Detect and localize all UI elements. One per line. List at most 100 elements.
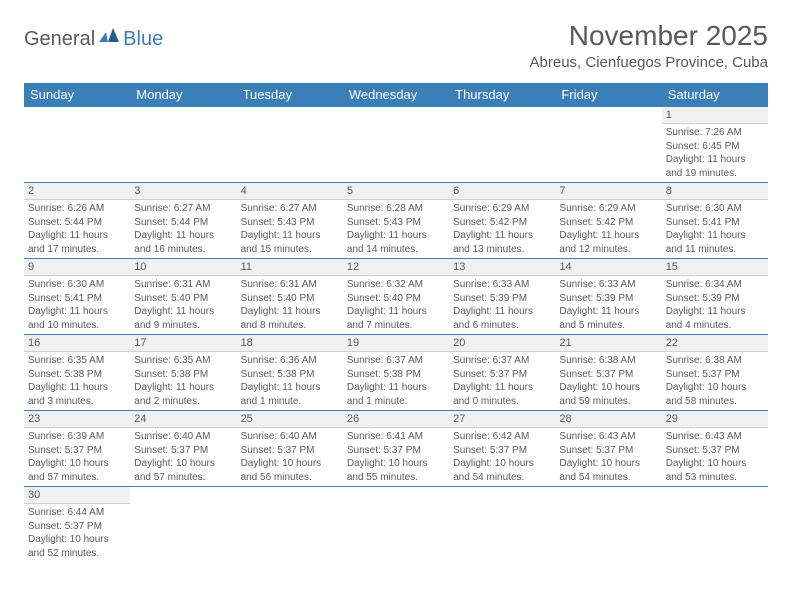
calendar-cell: 9Sunrise: 6:30 AMSunset: 5:41 PMDaylight… <box>24 259 130 335</box>
month-title: November 2025 <box>530 20 768 52</box>
calendar-cell: 23Sunrise: 6:39 AMSunset: 5:37 PMDayligh… <box>24 411 130 487</box>
day-content: Sunrise: 6:34 AMSunset: 5:39 PMDaylight:… <box>662 276 768 334</box>
calendar-cell: 20Sunrise: 6:37 AMSunset: 5:37 PMDayligh… <box>449 335 555 411</box>
day-content: Sunrise: 6:27 AMSunset: 5:44 PMDaylight:… <box>130 200 236 258</box>
weekday-header: Wednesday <box>343 83 449 107</box>
calendar-cell: 14Sunrise: 6:33 AMSunset: 5:39 PMDayligh… <box>555 259 661 335</box>
day-content: Sunrise: 6:35 AMSunset: 5:38 PMDaylight:… <box>24 352 130 410</box>
calendar-row: 30Sunrise: 6:44 AMSunset: 5:37 PMDayligh… <box>24 487 768 563</box>
day-content: Sunrise: 6:38 AMSunset: 5:37 PMDaylight:… <box>555 352 661 410</box>
day-number: 10 <box>130 259 236 276</box>
day-number: 7 <box>555 183 661 200</box>
calendar-cell: 29Sunrise: 6:43 AMSunset: 5:37 PMDayligh… <box>662 411 768 487</box>
day-number: 14 <box>555 259 661 276</box>
calendar-cell: 5Sunrise: 6:28 AMSunset: 5:43 PMDaylight… <box>343 183 449 259</box>
day-number: 20 <box>449 335 555 352</box>
weekday-header: Tuesday <box>237 83 343 107</box>
calendar-cell <box>662 487 768 563</box>
calendar-cell <box>555 107 661 183</box>
weekday-header: Monday <box>130 83 236 107</box>
day-number: 28 <box>555 411 661 428</box>
calendar-cell: 2Sunrise: 6:26 AMSunset: 5:44 PMDaylight… <box>24 183 130 259</box>
title-block: November 2025 Abreus, Cienfuegos Provinc… <box>530 20 768 71</box>
day-content: Sunrise: 6:39 AMSunset: 5:37 PMDaylight:… <box>24 428 130 486</box>
day-content: Sunrise: 6:43 AMSunset: 5:37 PMDaylight:… <box>555 428 661 486</box>
calendar-row: 16Sunrise: 6:35 AMSunset: 5:38 PMDayligh… <box>24 335 768 411</box>
day-number: 19 <box>343 335 449 352</box>
calendar-row: 2Sunrise: 6:26 AMSunset: 5:44 PMDaylight… <box>24 183 768 259</box>
weekday-header: Thursday <box>449 83 555 107</box>
day-number: 4 <box>237 183 343 200</box>
day-content: Sunrise: 6:41 AMSunset: 5:37 PMDaylight:… <box>343 428 449 486</box>
calendar-cell: 8Sunrise: 6:30 AMSunset: 5:41 PMDaylight… <box>662 183 768 259</box>
day-content: Sunrise: 6:26 AMSunset: 5:44 PMDaylight:… <box>24 200 130 258</box>
day-number: 9 <box>24 259 130 276</box>
calendar-cell <box>130 107 236 183</box>
day-number: 27 <box>449 411 555 428</box>
day-number: 8 <box>662 183 768 200</box>
flag-icon <box>99 28 121 49</box>
calendar-cell: 10Sunrise: 6:31 AMSunset: 5:40 PMDayligh… <box>130 259 236 335</box>
day-content: Sunrise: 6:30 AMSunset: 5:41 PMDaylight:… <box>662 200 768 258</box>
day-content: Sunrise: 6:42 AMSunset: 5:37 PMDaylight:… <box>449 428 555 486</box>
weekday-header-row: SundayMondayTuesdayWednesdayThursdayFrid… <box>24 83 768 107</box>
day-content: Sunrise: 6:43 AMSunset: 5:37 PMDaylight:… <box>662 428 768 486</box>
calendar-cell <box>237 107 343 183</box>
day-content: Sunrise: 6:33 AMSunset: 5:39 PMDaylight:… <box>555 276 661 334</box>
day-number: 5 <box>343 183 449 200</box>
calendar-cell: 27Sunrise: 6:42 AMSunset: 5:37 PMDayligh… <box>449 411 555 487</box>
day-number: 18 <box>237 335 343 352</box>
logo: General Blue <box>24 28 163 51</box>
header: General Blue November 2025 Abreus, Cienf… <box>24 20 768 71</box>
calendar-cell: 24Sunrise: 6:40 AMSunset: 5:37 PMDayligh… <box>130 411 236 487</box>
day-content: Sunrise: 6:31 AMSunset: 5:40 PMDaylight:… <box>237 276 343 334</box>
weekday-header: Friday <box>555 83 661 107</box>
calendar-cell: 4Sunrise: 6:27 AMSunset: 5:43 PMDaylight… <box>237 183 343 259</box>
calendar-cell <box>449 487 555 563</box>
day-number: 15 <box>662 259 768 276</box>
calendar-cell <box>343 487 449 563</box>
calendar-cell <box>449 107 555 183</box>
calendar-cell: 11Sunrise: 6:31 AMSunset: 5:40 PMDayligh… <box>237 259 343 335</box>
calendar-cell: 7Sunrise: 6:29 AMSunset: 5:42 PMDaylight… <box>555 183 661 259</box>
calendar-cell <box>555 487 661 563</box>
day-content: Sunrise: 7:26 AMSunset: 6:45 PMDaylight:… <box>662 124 768 182</box>
day-number: 6 <box>449 183 555 200</box>
calendar-cell: 12Sunrise: 6:32 AMSunset: 5:40 PMDayligh… <box>343 259 449 335</box>
calendar-cell: 15Sunrise: 6:34 AMSunset: 5:39 PMDayligh… <box>662 259 768 335</box>
day-content: Sunrise: 6:40 AMSunset: 5:37 PMDaylight:… <box>237 428 343 486</box>
logo-text-general: General <box>24 28 95 51</box>
day-number: 26 <box>343 411 449 428</box>
calendar-cell: 17Sunrise: 6:35 AMSunset: 5:38 PMDayligh… <box>130 335 236 411</box>
calendar-cell: 3Sunrise: 6:27 AMSunset: 5:44 PMDaylight… <box>130 183 236 259</box>
day-number: 1 <box>662 107 768 124</box>
weekday-header: Sunday <box>24 83 130 107</box>
day-number: 29 <box>662 411 768 428</box>
calendar-cell: 19Sunrise: 6:37 AMSunset: 5:38 PMDayligh… <box>343 335 449 411</box>
location: Abreus, Cienfuegos Province, Cuba <box>530 54 768 71</box>
calendar-cell: 21Sunrise: 6:38 AMSunset: 5:37 PMDayligh… <box>555 335 661 411</box>
day-content: Sunrise: 6:30 AMSunset: 5:41 PMDaylight:… <box>24 276 130 334</box>
day-content: Sunrise: 6:29 AMSunset: 5:42 PMDaylight:… <box>449 200 555 258</box>
day-content: Sunrise: 6:37 AMSunset: 5:37 PMDaylight:… <box>449 352 555 410</box>
calendar-cell: 28Sunrise: 6:43 AMSunset: 5:37 PMDayligh… <box>555 411 661 487</box>
logo-text-blue: Blue <box>123 28 163 51</box>
day-number: 25 <box>237 411 343 428</box>
day-number: 2 <box>24 183 130 200</box>
day-content: Sunrise: 6:38 AMSunset: 5:37 PMDaylight:… <box>662 352 768 410</box>
day-content: Sunrise: 6:35 AMSunset: 5:38 PMDaylight:… <box>130 352 236 410</box>
day-number: 16 <box>24 335 130 352</box>
day-number: 17 <box>130 335 236 352</box>
day-content: Sunrise: 6:31 AMSunset: 5:40 PMDaylight:… <box>130 276 236 334</box>
calendar-body: 1Sunrise: 7:26 AMSunset: 6:45 PMDaylight… <box>24 107 768 563</box>
calendar-cell: 18Sunrise: 6:36 AMSunset: 5:38 PMDayligh… <box>237 335 343 411</box>
calendar-cell <box>130 487 236 563</box>
day-content: Sunrise: 6:44 AMSunset: 5:37 PMDaylight:… <box>24 504 130 562</box>
calendar-cell: 22Sunrise: 6:38 AMSunset: 5:37 PMDayligh… <box>662 335 768 411</box>
calendar-cell <box>343 107 449 183</box>
day-number: 13 <box>449 259 555 276</box>
calendar-cell: 1Sunrise: 7:26 AMSunset: 6:45 PMDaylight… <box>662 107 768 183</box>
day-number: 30 <box>24 487 130 504</box>
day-content: Sunrise: 6:32 AMSunset: 5:40 PMDaylight:… <box>343 276 449 334</box>
day-content: Sunrise: 6:27 AMSunset: 5:43 PMDaylight:… <box>237 200 343 258</box>
